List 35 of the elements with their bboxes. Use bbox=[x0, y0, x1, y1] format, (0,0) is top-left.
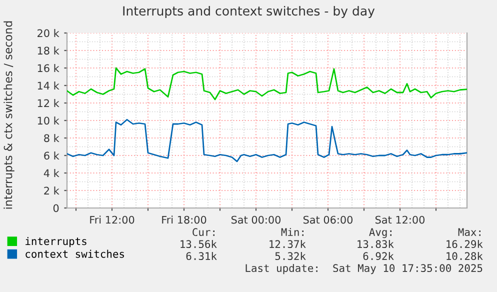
text: 16.29k bbox=[446, 240, 483, 248]
y-axis-title: interrupts & ctx switches / second bbox=[4, 21, 14, 209]
text: 10.28k bbox=[446, 252, 483, 260]
text: Max: bbox=[458, 228, 480, 236]
x-tick-label: Sat 00:00 bbox=[231, 216, 281, 224]
y-tick-label: 0 bbox=[53, 204, 59, 212]
line-series bbox=[67, 67, 467, 100]
x-tick-label: Sat 06:00 bbox=[303, 216, 353, 224]
text: 13.56k bbox=[180, 240, 217, 248]
legend-label: interrupts bbox=[26, 237, 86, 248]
y-tick-label: 8 k bbox=[44, 134, 60, 142]
text: 5.32k bbox=[275, 252, 306, 260]
text: Last update: Sat May 10 17:35:00 2025 bbox=[246, 264, 482, 274]
text: Min: bbox=[281, 228, 304, 236]
y-tick-label: 14 k bbox=[38, 82, 60, 90]
legend-label: context switches bbox=[26, 250, 124, 258]
y-tick-label: 10 k bbox=[38, 116, 60, 125]
text: 6.92k bbox=[363, 252, 394, 260]
text: 13.83k bbox=[358, 240, 394, 248]
x-tick-label: Fri 18:00 bbox=[162, 216, 206, 224]
text: 12.37k bbox=[270, 240, 306, 248]
y-tick-label: 12 k bbox=[38, 99, 60, 107]
text: Avg: bbox=[369, 228, 392, 238]
text: Cur: bbox=[192, 228, 214, 236]
y-tick-label: 16 k bbox=[38, 64, 60, 72]
x-tick-label: Sat 12:00 bbox=[375, 216, 425, 224]
chart-title: Interrupts and context switches - by day bbox=[123, 6, 375, 18]
line-series bbox=[67, 118, 467, 162]
y-tick-label: 18 k bbox=[38, 46, 60, 55]
x-tick-label: Fri 12:00 bbox=[90, 216, 134, 224]
y-tick-label: 20 k bbox=[38, 29, 60, 38]
text: 6.31k bbox=[186, 252, 217, 260]
y-tick-label: 2 k bbox=[44, 186, 60, 194]
y-tick-label: 4 k bbox=[44, 169, 60, 177]
y-tick-label: 6 k bbox=[44, 152, 60, 160]
